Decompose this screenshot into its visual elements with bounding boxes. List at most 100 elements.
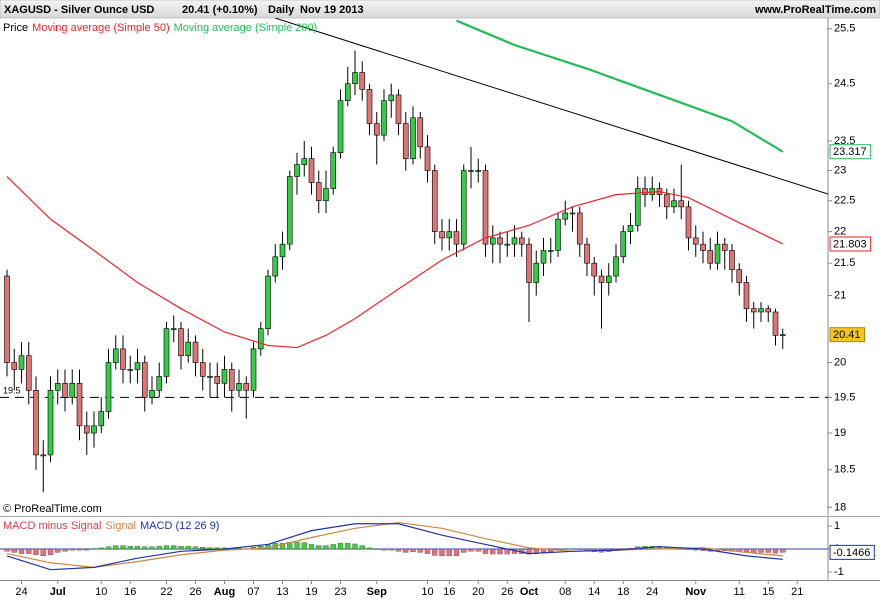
- candle-body: [228, 369, 235, 391]
- candle-body: [729, 250, 735, 270]
- candle-body: [613, 256, 619, 277]
- candle-body: [265, 275, 271, 329]
- histogram-bar: [780, 548, 786, 553]
- histogram-bar: [439, 548, 445, 557]
- histogram-bar: [758, 548, 764, 553]
- legend-entry: MACD (12 26 9): [140, 520, 219, 532]
- histogram-bar: [105, 546, 112, 550]
- histogram-bar: [207, 547, 213, 550]
- candle-body: [337, 100, 344, 154]
- histogram-bar: [330, 544, 336, 550]
- candle-body: [772, 311, 779, 336]
- candle-body: [323, 188, 329, 202]
- candle-body: [627, 225, 634, 232]
- histogram-bar: [765, 548, 771, 553]
- candle-body: [779, 334, 786, 336]
- candle-body: [547, 250, 554, 252]
- candle-body: [279, 243, 286, 258]
- candle-body: [475, 170, 482, 172]
- date: Nov 19 2013: [300, 4, 364, 16]
- moving-average: [456, 19, 784, 153]
- candle-body: [105, 362, 112, 412]
- histogram-bar: [142, 546, 148, 550]
- period: Daily: [268, 4, 295, 16]
- legend-entry: Moving average (Simple 50): [32, 22, 170, 34]
- histogram-bar: [33, 548, 39, 555]
- candle-body: [692, 237, 699, 245]
- histogram-bar: [337, 543, 344, 550]
- x-tick-label: 16: [124, 586, 136, 598]
- candle-body: [4, 275, 10, 363]
- candle-body: [569, 212, 576, 215]
- y-tick-label: 1: [834, 520, 840, 532]
- candle-body: [504, 243, 511, 246]
- candle-body: [112, 348, 119, 363]
- x-tick-label: 10: [421, 586, 433, 598]
- value-label: 21.803: [833, 238, 867, 250]
- candle-body: [33, 390, 39, 456]
- candle-body: [743, 282, 750, 309]
- candle-body: [149, 390, 155, 398]
- value-label-box: [829, 327, 866, 343]
- x-tick-label: Aug: [214, 586, 235, 598]
- histogram-bar: [279, 543, 286, 550]
- candle-body: [344, 83, 351, 101]
- x-tick-label: 15: [762, 586, 774, 598]
- candle-body: [707, 250, 714, 264]
- histogram-bar: [410, 548, 416, 552]
- candle-body: [91, 425, 97, 434]
- histogram-bar: [91, 548, 97, 550]
- histogram-bar: [751, 548, 757, 554]
- histogram-bar: [163, 545, 170, 550]
- histogram-bar: [352, 543, 358, 550]
- histogram-bar: [301, 542, 307, 550]
- candle-body: [185, 341, 192, 357]
- x-tick-label: 11: [734, 586, 745, 598]
- value-label: -0.1466: [833, 547, 870, 559]
- candle-body: [460, 170, 467, 245]
- candle-body: [25, 355, 32, 391]
- x-tick-label: 16: [443, 586, 455, 598]
- candle-body: [83, 425, 90, 434]
- candle-body: [555, 218, 561, 251]
- histogram-bar: [432, 548, 438, 556]
- y-tick-label: 18.5: [834, 464, 855, 476]
- value-label: 23.317: [833, 146, 867, 158]
- support-label: 19.5: [3, 386, 21, 396]
- histogram-bar: [62, 548, 68, 552]
- candle-body: [642, 188, 648, 195]
- candle-body: [417, 117, 424, 148]
- histogram-bar: [497, 548, 503, 555]
- candle-body: [330, 152, 337, 189]
- y-tick-label: 22: [834, 226, 846, 238]
- histogram-bar: [294, 541, 300, 550]
- legend-entry: Signal: [105, 520, 136, 532]
- histogram-bar: [453, 548, 460, 557]
- histogram-bar: [461, 548, 467, 553]
- candle-body: [736, 269, 743, 283]
- histogram-bar: [417, 548, 423, 553]
- histogram-bar: [772, 548, 779, 554]
- histogram-bar: [366, 547, 373, 550]
- candle-body: [257, 328, 264, 350]
- y-tick-label: 21: [834, 289, 846, 301]
- indicator-line: [6, 521, 783, 568]
- candle-body: [489, 237, 496, 245]
- histogram-bar: [69, 548, 75, 551]
- histogram-bar: [127, 546, 133, 550]
- site: www.ProRealTime.com: [754, 4, 876, 16]
- histogram-bar: [323, 545, 329, 550]
- x-tick-label: 21: [791, 586, 803, 598]
- x-tick-label: 23: [334, 586, 346, 598]
- y-tick-label: 18: [834, 501, 846, 513]
- histogram-bar: [395, 548, 402, 552]
- candle-body: [199, 362, 206, 377]
- histogram-bar: [47, 548, 54, 555]
- candle-body: [750, 308, 757, 313]
- symbol: XAGUSD - Silver Ounce USD: [4, 4, 154, 16]
- candle-body: [533, 262, 540, 283]
- trend-line: [274, 18, 828, 195]
- histogram-bar: [685, 548, 692, 550]
- histogram-bar: [11, 548, 17, 553]
